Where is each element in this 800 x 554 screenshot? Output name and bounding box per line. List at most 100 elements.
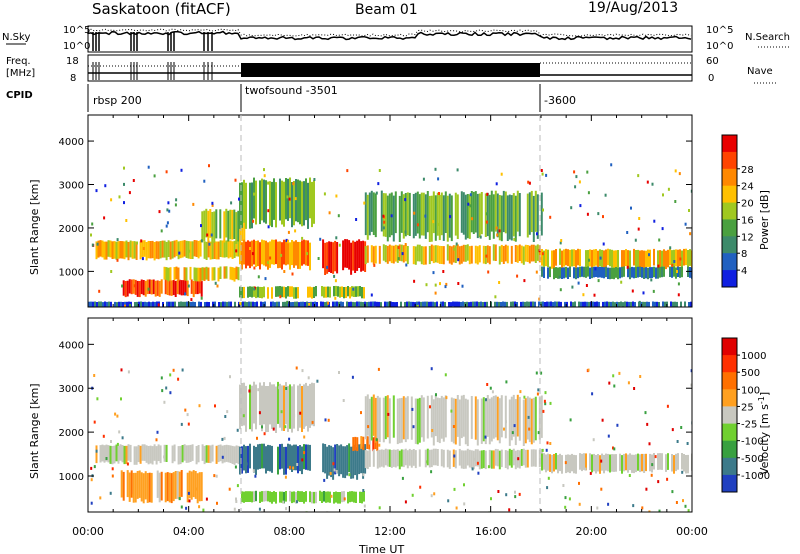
echo-strip — [227, 210, 230, 242]
echo-strip — [639, 250, 641, 269]
echo-strip — [337, 286, 339, 297]
echo-strip — [610, 301, 612, 307]
echo-strip — [243, 382, 245, 426]
echo-strip — [215, 209, 218, 239]
echo-strip — [352, 437, 355, 451]
echo-strip — [406, 396, 409, 440]
echo-strip — [278, 301, 280, 307]
echo-strip — [239, 286, 241, 298]
echo-strip — [253, 239, 255, 265]
echo-point — [514, 457, 517, 461]
echo-point — [141, 257, 144, 261]
echo-strip — [362, 302, 364, 307]
colorbar-tick-label: 24 — [741, 182, 754, 193]
echo-strip — [225, 208, 228, 238]
echo-strip — [309, 177, 311, 219]
echo-point — [110, 270, 113, 273]
echo-point — [178, 251, 181, 255]
echo-strip — [587, 266, 589, 277]
echo-strip — [267, 490, 269, 502]
echo-strip — [293, 491, 295, 503]
echo-strip — [287, 178, 289, 221]
echo-strip — [440, 246, 443, 264]
echo-strip — [215, 445, 218, 464]
echo-strip — [125, 240, 128, 258]
echo-point — [238, 197, 240, 201]
echo-strip — [137, 444, 140, 463]
echo-strip — [653, 248, 655, 266]
echo-strip — [219, 209, 222, 239]
echo-strip — [617, 267, 619, 280]
echo-strip — [128, 279, 131, 294]
echo-point — [527, 415, 530, 419]
echo-strip — [263, 443, 265, 469]
echo-strip — [356, 447, 359, 480]
echo-strip — [148, 279, 151, 294]
echo-strip — [442, 195, 445, 241]
echo-strip — [328, 445, 331, 476]
echo-strip — [254, 302, 256, 307]
echo-strip — [601, 249, 603, 268]
echo-strip — [438, 398, 441, 444]
noise-traces — [87, 28, 692, 51]
echo-strip — [303, 384, 305, 429]
echo-strip — [518, 193, 521, 237]
echo-strip — [689, 249, 691, 266]
echo-strip — [291, 182, 293, 228]
echo-strip — [334, 240, 337, 272]
echo-strip — [307, 444, 309, 471]
echo-strip — [335, 491, 337, 503]
echo-strip — [103, 445, 106, 463]
echo-strip — [255, 384, 257, 430]
echo-strip — [547, 267, 549, 279]
echo-strip — [462, 192, 465, 235]
echo-strip — [619, 267, 621, 279]
echo-point — [253, 287, 256, 291]
echo-strip — [195, 267, 198, 282]
echo-strip — [428, 449, 431, 468]
echo-point — [317, 257, 320, 260]
echo-strip — [152, 301, 154, 307]
echo-strip — [553, 267, 555, 280]
echo-strip — [376, 437, 379, 452]
echo-strip — [402, 449, 405, 468]
echo-strip — [542, 301, 544, 307]
echo-point — [574, 185, 577, 189]
echo-point — [658, 238, 661, 242]
echo-strip — [563, 267, 565, 279]
echo-strip — [394, 302, 396, 307]
echo-strip — [545, 249, 547, 267]
echo-strip — [629, 267, 631, 280]
echo-strip — [163, 444, 166, 462]
echo-strip — [194, 471, 197, 499]
echo-strip — [564, 301, 566, 307]
echo-point — [313, 178, 316, 181]
echo-strip — [322, 301, 324, 307]
echo-strip — [230, 301, 232, 307]
echo-point — [434, 167, 437, 171]
echo-strip — [486, 301, 488, 307]
echo-strip — [168, 301, 170, 307]
echo-strip — [424, 301, 426, 307]
echo-strip — [155, 446, 158, 465]
echo-point — [252, 469, 255, 473]
echo-strip — [295, 492, 297, 504]
echo-strip — [388, 244, 391, 262]
echo-strip — [633, 248, 635, 266]
echo-strip — [567, 454, 569, 473]
echo-point — [679, 257, 682, 261]
echo-point — [425, 283, 428, 287]
echo-strip — [605, 453, 607, 471]
echo-point — [153, 174, 156, 178]
echo-point — [564, 505, 567, 509]
echo-strip — [309, 242, 311, 271]
echo-strip — [95, 241, 98, 260]
echo-strip — [426, 191, 429, 233]
echo-strip — [279, 491, 281, 503]
echo-strip — [416, 244, 419, 262]
echo-strip — [123, 241, 126, 260]
echo-strip — [249, 384, 251, 430]
noise-panel-frame — [87, 25, 693, 53]
echo-strip — [428, 246, 431, 265]
